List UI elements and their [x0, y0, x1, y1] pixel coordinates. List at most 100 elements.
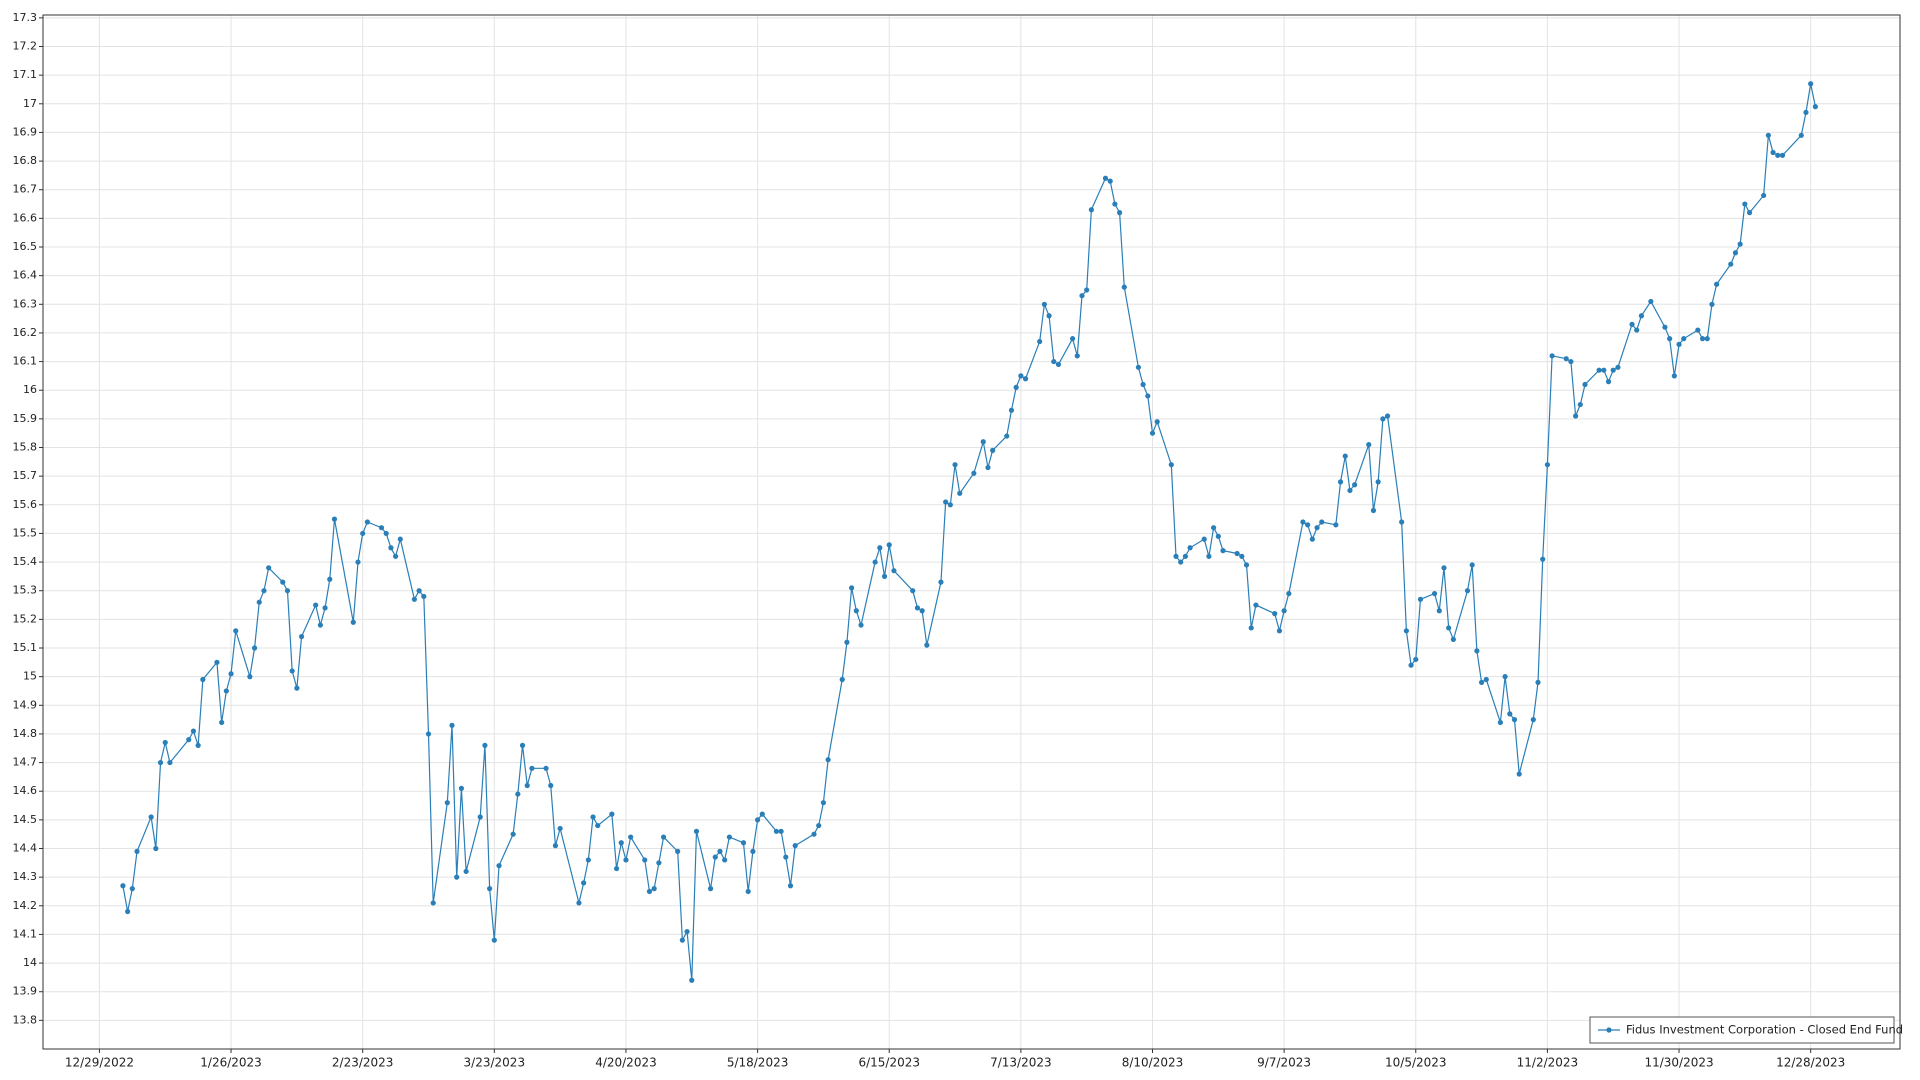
data-point — [1145, 393, 1151, 399]
data-point — [1761, 192, 1767, 199]
data-point — [1370, 507, 1377, 514]
data-point — [1596, 367, 1602, 373]
data-point — [1549, 353, 1555, 359]
y-tick-label: 16 — [23, 383, 37, 396]
data-point — [1037, 338, 1043, 345]
data-point — [1417, 596, 1424, 602]
y-tick-label: 14.3 — [13, 870, 38, 883]
data-point — [707, 886, 714, 892]
data-point — [1474, 648, 1480, 654]
data-point — [355, 559, 361, 565]
data-point — [1168, 462, 1174, 468]
x-tick-label: 11/30/2023 — [1644, 1056, 1713, 1070]
data-point — [1074, 353, 1080, 359]
data-point — [1211, 525, 1217, 531]
x-tick-label: 7/13/2023 — [990, 1056, 1052, 1070]
data-point — [1112, 201, 1118, 207]
data-point — [1516, 771, 1522, 777]
data-point — [1187, 545, 1193, 551]
data-point — [1568, 358, 1574, 365]
data-point — [1319, 519, 1325, 525]
data-point — [491, 937, 497, 943]
data-point — [1573, 413, 1579, 419]
y-tick-label: 16.3 — [13, 297, 38, 310]
data-point — [1629, 321, 1635, 327]
data-point — [524, 782, 530, 789]
data-point — [148, 814, 154, 820]
data-point — [1022, 376, 1029, 382]
y-tick-label: 16.5 — [13, 240, 38, 253]
data-point — [1497, 719, 1503, 726]
data-point — [1431, 590, 1438, 597]
data-point — [383, 530, 389, 537]
data-point — [839, 676, 845, 683]
y-tick-label: 17.1 — [13, 68, 38, 81]
y-tick-label: 15.1 — [13, 641, 38, 654]
data-point — [1469, 562, 1475, 568]
data-point — [350, 619, 356, 625]
data-point — [980, 439, 986, 445]
y-tick-label: 15.7 — [13, 469, 38, 482]
data-point — [1671, 373, 1677, 379]
data-point — [1173, 553, 1179, 559]
legend-marker — [1606, 1027, 1612, 1033]
data-point — [1770, 149, 1776, 156]
data-point — [1540, 556, 1546, 562]
data-point — [910, 588, 916, 594]
y-tick-label: 17.2 — [13, 40, 38, 53]
data-point — [1248, 625, 1254, 631]
data-point — [1342, 453, 1348, 459]
data-point — [773, 828, 779, 834]
data-point — [1041, 301, 1047, 307]
data-point — [1676, 341, 1682, 347]
data-point — [1403, 628, 1409, 634]
data-point — [129, 886, 135, 892]
data-point — [919, 608, 925, 614]
y-tick-label: 15.2 — [13, 612, 38, 625]
data-point — [740, 840, 747, 846]
data-point — [1737, 241, 1743, 247]
data-point — [1695, 327, 1701, 333]
data-point — [585, 857, 591, 863]
data-point — [458, 785, 465, 791]
data-point — [1808, 81, 1814, 87]
data-point — [1775, 152, 1781, 158]
y-tick-label: 15.9 — [13, 412, 38, 425]
data-point — [298, 633, 305, 640]
data-point — [914, 605, 921, 611]
data-point — [280, 579, 286, 585]
data-point — [1088, 207, 1094, 213]
data-point — [816, 822, 822, 829]
data-point — [985, 464, 991, 471]
data-point — [1779, 152, 1786, 158]
data-point — [693, 828, 700, 834]
data-point — [153, 845, 159, 852]
data-point — [1178, 559, 1184, 565]
data-point — [487, 886, 493, 892]
data-point — [1305, 522, 1311, 528]
data-point — [853, 608, 859, 614]
data-point — [496, 863, 502, 869]
data-point — [1803, 109, 1809, 115]
data-point — [1140, 381, 1146, 388]
data-point — [1084, 287, 1090, 293]
data-point — [1399, 519, 1405, 525]
y-tick-label: 15.5 — [13, 526, 38, 539]
y-tick-label: 14 — [23, 956, 37, 969]
plot-frame — [42, 14, 1901, 1050]
y-tick-label: 16.9 — [13, 125, 38, 138]
data-point — [642, 857, 648, 863]
data-point — [1055, 361, 1062, 368]
data-point — [595, 822, 601, 829]
data-point — [364, 519, 370, 525]
data-point — [712, 854, 718, 860]
y-tick-label: 13.9 — [13, 985, 38, 998]
series-line — [122, 83, 1816, 981]
data-point — [388, 545, 394, 551]
x-tick-label: 8/10/2023 — [1122, 1056, 1184, 1070]
x-tick-label: 5/18/2023 — [727, 1056, 789, 1070]
data-point — [1638, 313, 1645, 319]
data-point — [327, 576, 333, 582]
data-point — [1276, 628, 1283, 634]
